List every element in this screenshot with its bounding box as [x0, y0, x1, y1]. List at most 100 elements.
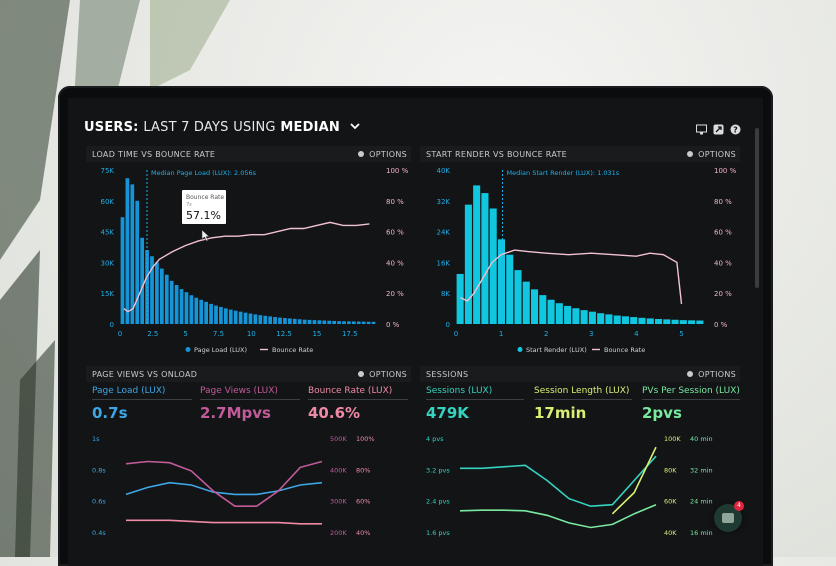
panel-load-time: LOAD TIME VS BOUNCE RATE OPTIONS 75K 60K 4… — [86, 146, 411, 366]
bar — [322, 320, 327, 324]
bar — [613, 315, 621, 324]
options-button[interactable]: OPTIONS — [358, 150, 407, 159]
page-title[interactable]: USERS: LAST 7 DAYS USING MEDIAN — [84, 120, 360, 135]
y-right-tick-label: 60 % — [714, 229, 732, 237]
panel-page-views: PAGE VIEWS VS ONLOAD OPTIONS Page Load (… — [86, 366, 411, 566]
bar — [371, 321, 376, 324]
metric-label: Page Views (LUX) — [200, 386, 278, 396]
tooltip-box — [182, 190, 226, 224]
bar — [189, 295, 194, 324]
x-tick-label: 0 — [454, 330, 458, 338]
metric-bounce-rate: Bounce Rate (LUX) 40.6% — [308, 386, 408, 422]
y-left-tick-label: 0.6s — [92, 498, 106, 506]
series-line — [126, 519, 322, 525]
panel-title: SESSIONS — [426, 370, 469, 379]
y-left-tick-label: 0.8s — [92, 466, 106, 474]
bar — [671, 319, 679, 324]
options-button[interactable]: OPTIONS — [358, 370, 407, 379]
legend-swatch — [517, 347, 523, 352]
tooltip-sub: 7s — [186, 202, 192, 208]
bar — [679, 320, 687, 324]
options-button[interactable]: OPTIONS — [687, 150, 736, 159]
bar — [564, 305, 572, 324]
divider — [308, 399, 408, 400]
y-right-tick-label: 40K — [664, 529, 677, 537]
y-left-tick-label: 8K — [441, 290, 450, 298]
bar — [248, 313, 253, 324]
bar — [258, 315, 263, 324]
bar — [233, 310, 238, 324]
y-left-tick-label: 16K — [437, 259, 451, 267]
bar — [292, 318, 297, 324]
options-button[interactable]: OPTIONS — [687, 370, 736, 379]
divider — [200, 399, 300, 400]
bar — [489, 208, 497, 324]
share-icon[interactable] — [713, 120, 724, 135]
y-right-tick-label: 80% — [356, 466, 370, 474]
bar — [347, 321, 351, 324]
y-right-tick-label: 200K — [330, 529, 347, 537]
bar — [696, 320, 704, 324]
bar — [655, 318, 663, 324]
metric-label: Session Length (LUX) — [534, 386, 630, 396]
bar — [140, 237, 145, 324]
y-right-tick-label: 40 min — [690, 435, 713, 443]
scrollbar[interactable] — [755, 128, 759, 288]
bar — [464, 204, 472, 324]
bar — [630, 317, 638, 324]
legend-label: Start Render (LUX) — [526, 346, 587, 354]
panel-header: START RENDER VS BOUNCE RATE OPTIONS — [420, 146, 740, 162]
bar — [356, 321, 361, 324]
options-label: OPTIONS — [369, 370, 407, 379]
chevron-down-icon[interactable] — [350, 121, 360, 131]
notification-badge: 4 — [734, 501, 744, 511]
bar — [456, 273, 464, 324]
bar — [605, 314, 613, 324]
title-metric: MEDIAN — [280, 120, 341, 135]
y-right-tick-label: 80K — [664, 466, 677, 474]
metric-value: 479K — [426, 404, 469, 422]
y-left-tick-label: 40K — [437, 167, 451, 175]
median-label: Median Start Render (LUX): 1.031s — [506, 169, 619, 177]
bar — [646, 318, 654, 324]
legend-label: Page Load (LUX) — [194, 346, 247, 354]
y-left-tick-label: 32K — [437, 198, 451, 206]
bar — [179, 289, 184, 324]
bar — [194, 297, 199, 324]
chat-launcher-button[interactable]: 4 — [714, 501, 744, 532]
x-tick-label: 0 — [118, 330, 122, 338]
help-icon[interactable]: ? — [730, 120, 741, 135]
y-right-tick-label: 40% — [356, 529, 370, 537]
load-time-chart: 75K 60K 45K 30K 15K 0 100 % 80 % 60 % 40 % 20 % 0 %… — [101, 167, 409, 354]
metric-label: Sessions (LUX) — [426, 386, 493, 396]
y-left-tick-label: 4 pvs — [426, 435, 444, 443]
bar — [514, 270, 522, 324]
bar — [307, 319, 312, 324]
y-right-tick-label: 32 min — [690, 466, 713, 474]
metric-label: Page Load (LUX) — [92, 386, 166, 396]
series-line — [125, 481, 323, 496]
y-left-tick-label: 0.4s — [92, 529, 106, 537]
x-tick-label: 5 — [679, 330, 683, 338]
y-right-tick-label: 0 % — [386, 321, 400, 329]
y-left-tick-label: 15K — [101, 290, 115, 298]
bar — [497, 239, 505, 324]
x-tick-label: 1 — [499, 330, 503, 338]
bounce-rate-line — [123, 221, 370, 313]
x-tick-label: 4 — [634, 330, 639, 338]
bar — [547, 299, 555, 324]
monitor-icon[interactable] — [696, 120, 707, 135]
metric-value: 17min — [534, 404, 587, 422]
bar — [312, 320, 317, 324]
y-right-tick-label: 40 % — [714, 259, 732, 267]
options-label: OPTIONS — [698, 370, 736, 379]
y-right-tick-label: 100K — [664, 435, 681, 443]
bar — [297, 319, 302, 324]
bar — [263, 315, 268, 324]
y-left-tick-label: 45K — [101, 229, 115, 237]
y-left-tick-label: 0 — [446, 321, 450, 329]
bar — [572, 308, 580, 324]
metric-value: 2.7Mpvs — [200, 404, 271, 422]
gear-icon — [358, 371, 365, 377]
bar — [214, 305, 218, 324]
